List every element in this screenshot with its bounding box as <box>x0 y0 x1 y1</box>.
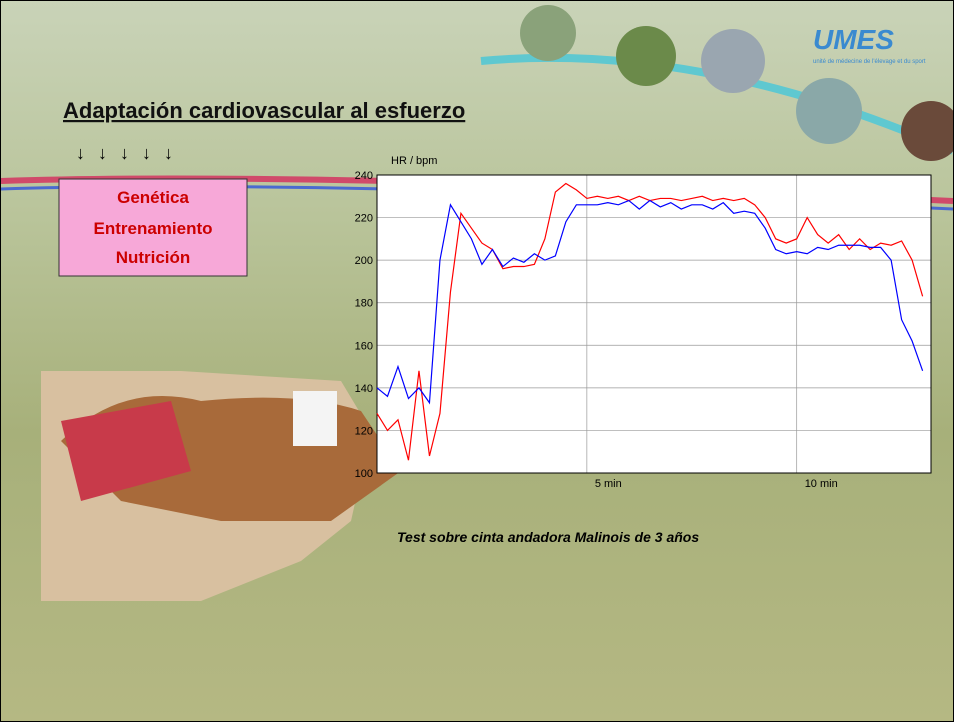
arrows: ↓ ↓ ↓ ↓ ↓ <box>76 143 177 163</box>
mask <box>61 401 191 501</box>
x-tick-label: 5 min <box>595 478 622 490</box>
y-tick-label: 180 <box>355 298 373 310</box>
factor: Entrenamiento <box>93 219 212 238</box>
photo <box>616 26 676 86</box>
plot: 100 120 140 160 180 200 220 240 5 min 10 min <box>355 170 932 490</box>
data-line <box>376 199 924 405</box>
device <box>293 391 337 446</box>
y-tick-label: 160 <box>355 340 373 352</box>
logo-sub: unité de médecine de l'élevage et du spo… <box>813 59 926 65</box>
y-tick-label: 200 <box>355 255 373 267</box>
plot-frame <box>376 174 932 474</box>
y-tick-label: 100 <box>355 468 373 480</box>
caption: Test sobre cinta andadora Malinois de 3 … <box>397 529 699 545</box>
x-tick-label: 10 min <box>805 478 838 490</box>
photo <box>796 78 862 144</box>
y-axis-label: HR / bpm <box>391 155 437 167</box>
y-tick-label: 120 <box>355 425 373 437</box>
logo: UMES <box>813 24 894 55</box>
photo <box>901 101 953 161</box>
y-tick-label: 140 <box>355 383 373 395</box>
factor: Nutrición <box>116 248 191 267</box>
y-tick-label: 240 <box>355 170 373 182</box>
photo <box>701 29 765 93</box>
slide-title: Adaptación cardiovascular al esfuerzo <box>63 98 465 123</box>
y-tick-label: 220 <box>355 213 373 225</box>
factor-box <box>58 178 248 277</box>
factor: Genética <box>117 188 189 207</box>
photo <box>520 5 576 61</box>
